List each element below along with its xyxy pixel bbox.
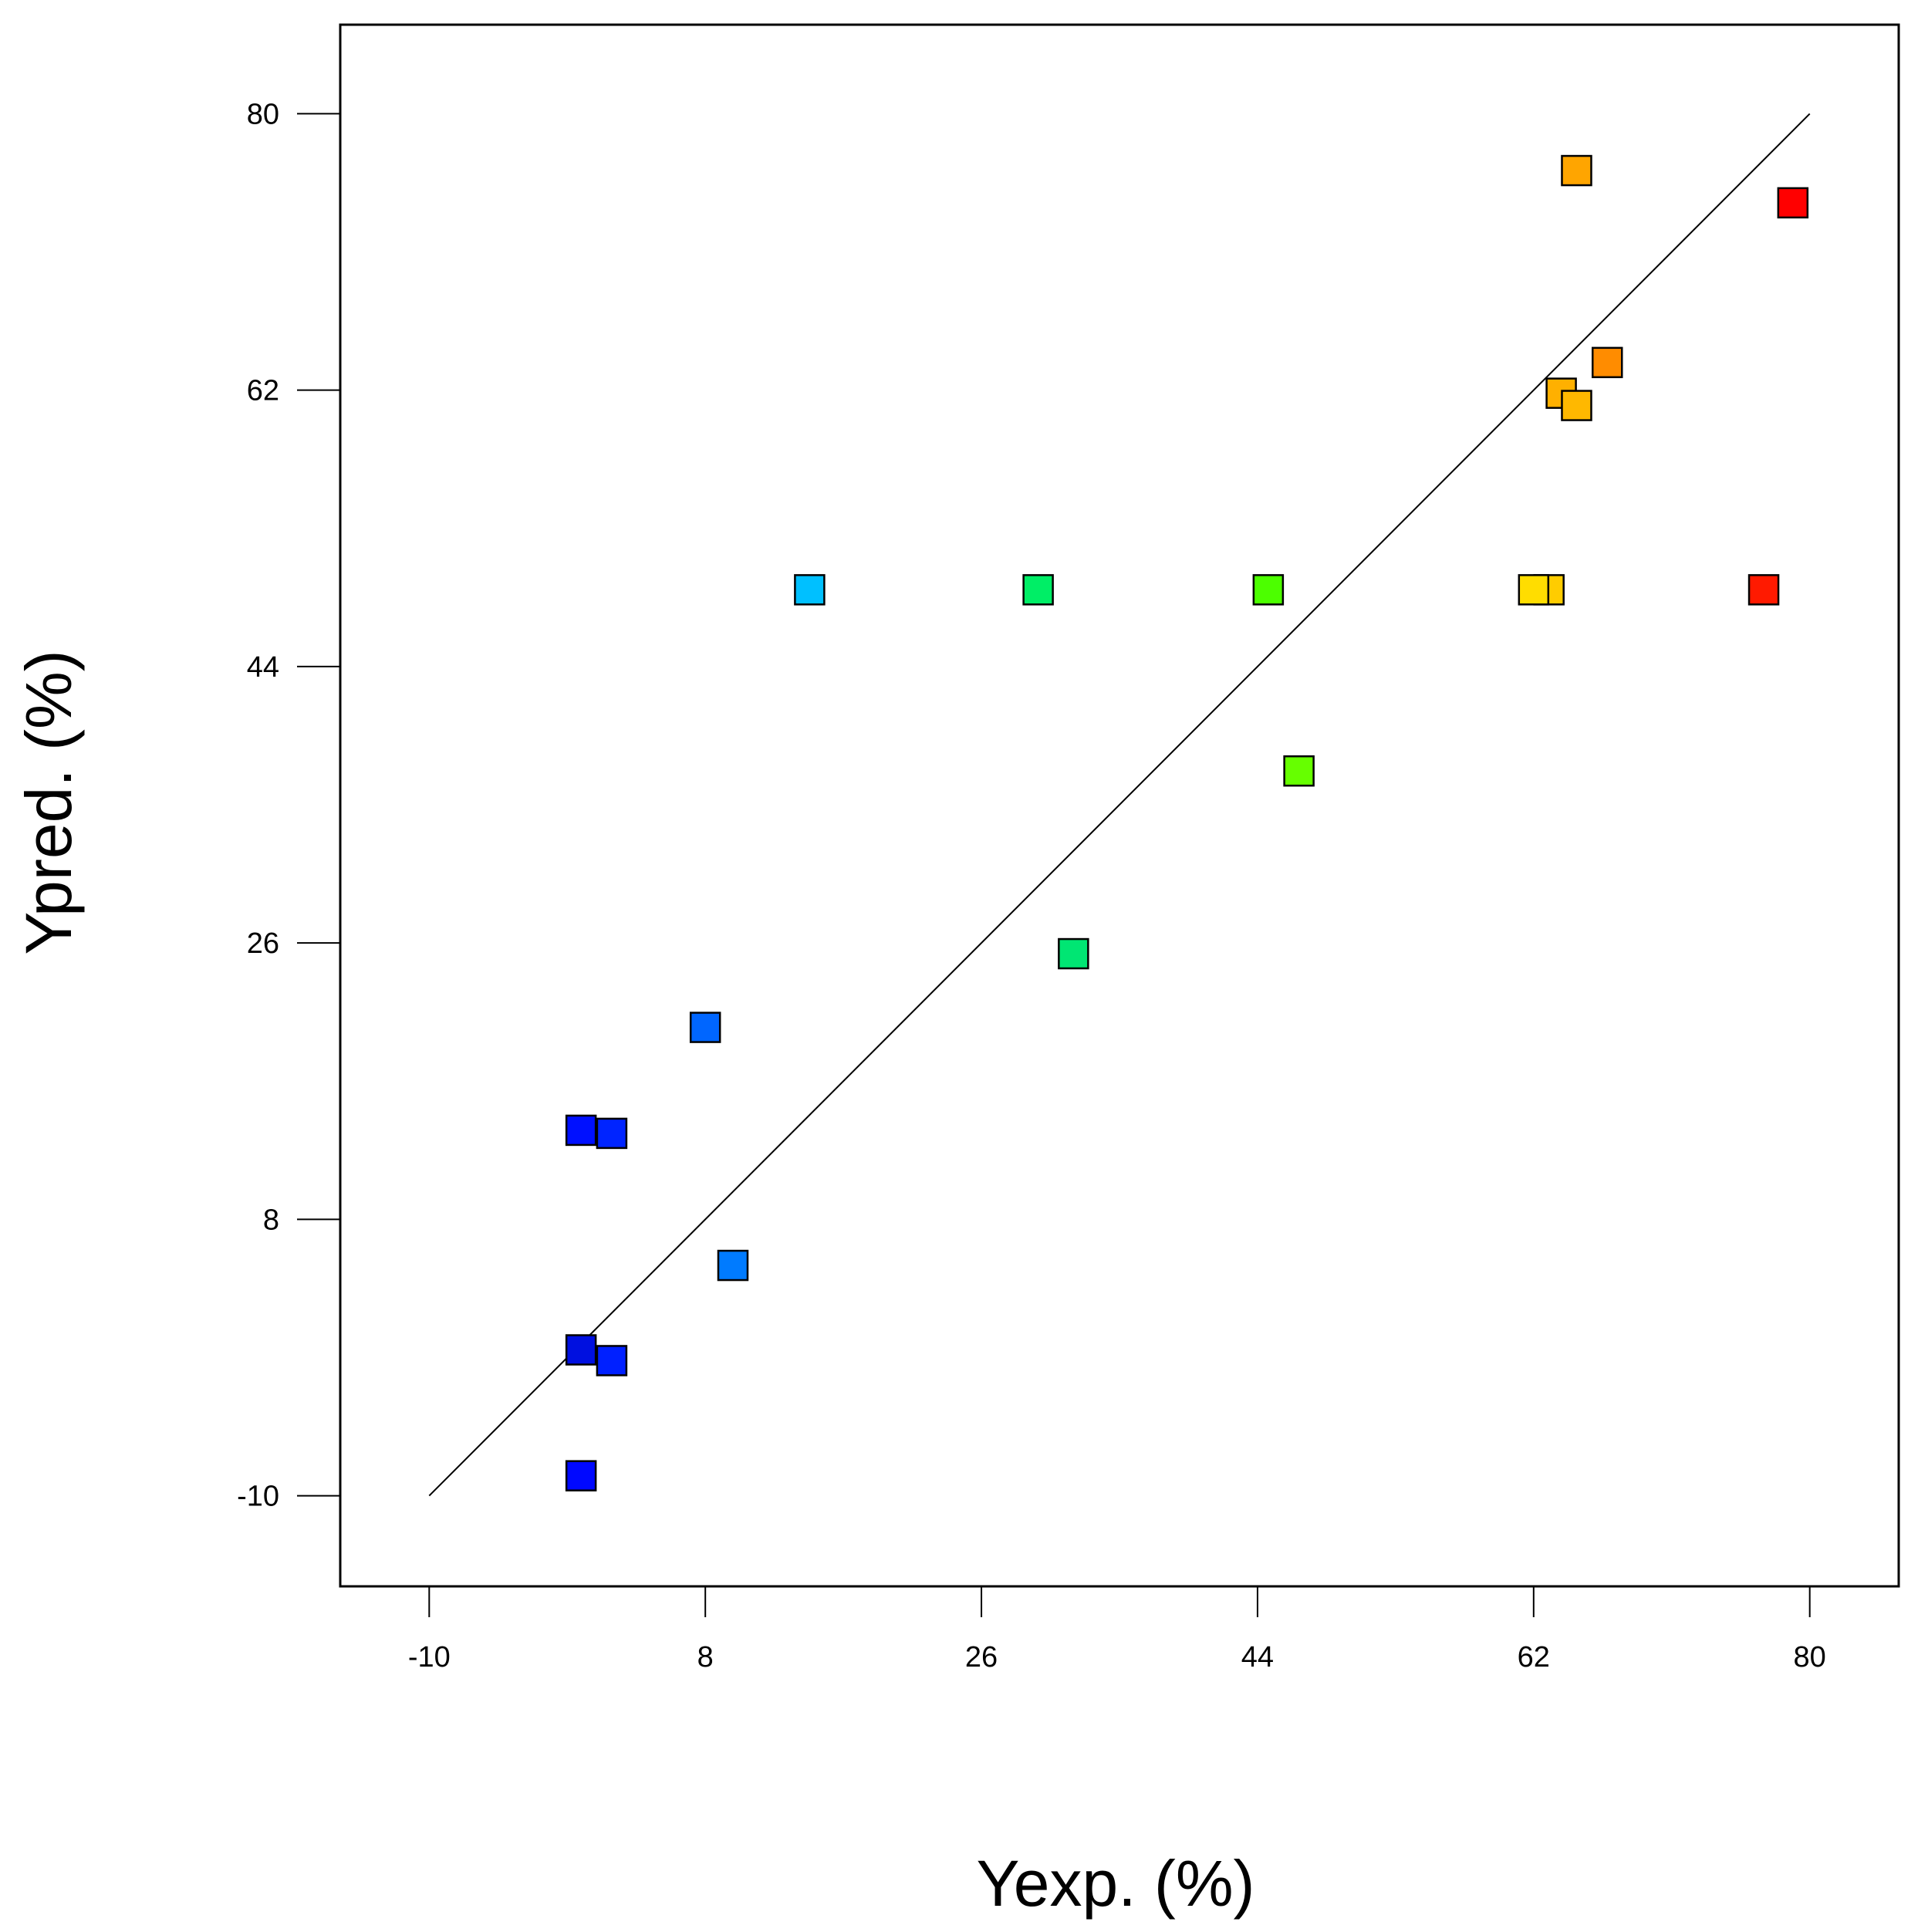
data-point <box>1561 390 1592 421</box>
plot-frame <box>339 23 1900 1588</box>
data-point <box>1747 574 1780 606</box>
y-tick-label: 80 <box>247 98 279 130</box>
data-point <box>794 574 826 606</box>
y-tick-label: 44 <box>247 651 279 684</box>
data-point <box>717 1249 749 1282</box>
y-tick-label: 26 <box>247 927 279 960</box>
reference-line <box>428 113 1811 1497</box>
y-tick-label: 8 <box>263 1204 279 1236</box>
data-point <box>596 1117 628 1150</box>
data-point <box>1022 574 1054 606</box>
data-point <box>689 1012 721 1043</box>
data-point <box>1591 346 1623 379</box>
x-tick-label: 8 <box>697 1641 714 1674</box>
x-tick-label: 44 <box>1241 1641 1274 1674</box>
x-axis: -10 8 26 44 62 80 <box>408 1586 1826 1674</box>
x-axis-title: Yexp. (%) <box>976 1847 1254 1920</box>
data-point <box>1283 755 1315 787</box>
data-points <box>565 154 1809 1491</box>
x-tick-label: 26 <box>965 1641 998 1674</box>
y-axis: -10 8 26 44 62 80 <box>237 98 340 1513</box>
data-point <box>1518 574 1550 606</box>
data-point <box>1777 187 1809 219</box>
y-axis-title: Ypred. (%) <box>12 650 85 954</box>
reference-line-group <box>428 113 1811 1497</box>
data-point <box>596 1345 628 1376</box>
y-tick-label: 62 <box>247 375 279 407</box>
data-point <box>1058 937 1089 970</box>
data-point <box>565 1460 597 1491</box>
x-tick-label: 62 <box>1518 1641 1550 1674</box>
x-tick-label: -10 <box>408 1641 451 1674</box>
data-point <box>1252 574 1285 606</box>
x-tick-label: 80 <box>1794 1641 1826 1674</box>
data-point <box>565 1334 597 1366</box>
y-tick-label: -10 <box>237 1481 279 1513</box>
data-point <box>1561 154 1592 187</box>
data-point <box>565 1114 597 1147</box>
